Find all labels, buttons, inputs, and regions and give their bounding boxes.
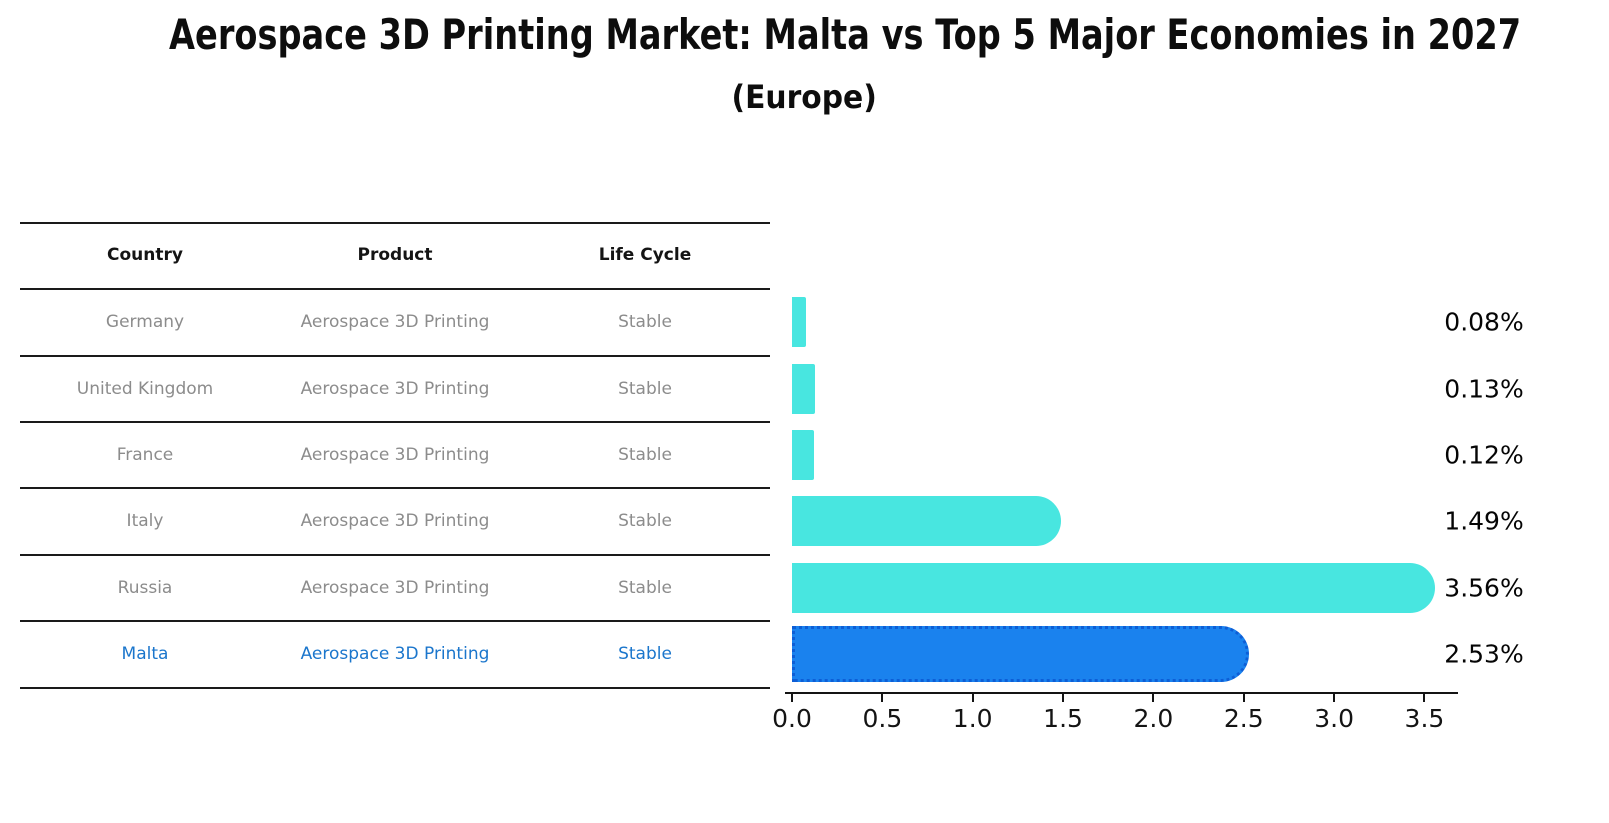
- bar-malta: [792, 626, 1249, 682]
- column-header-life-cycle: Life Cycle: [598, 245, 692, 265]
- x-axis-tick-label: 2.0: [1133, 704, 1174, 733]
- x-axis-tick-label: 0.5: [862, 704, 903, 733]
- cell-product: Aerospace 3D Printing: [300, 644, 490, 664]
- cell-life-cycle: Stable: [618, 644, 672, 664]
- cell-country: United Kingdom: [76, 379, 214, 399]
- x-axis-tick-label: 3.5: [1404, 704, 1445, 733]
- table-rule: [20, 554, 770, 556]
- page-title: Aerospace 3D Printing Market: Malta vs T…: [0, 10, 1609, 59]
- value-label-italy: 1.49%: [1444, 506, 1524, 536]
- cell-life-cycle: Stable: [618, 312, 672, 332]
- x-axis-tick: [1062, 692, 1065, 702]
- value-label-russia: 3.56%: [1444, 573, 1524, 603]
- bar-france: [792, 430, 814, 480]
- page-title-text: Aerospace 3D Printing Market: Malta vs T…: [169, 10, 1522, 59]
- x-axis-tick-label: 0.0: [772, 704, 812, 733]
- cell-life-cycle: Stable: [618, 578, 672, 598]
- cell-product: Aerospace 3D Printing: [300, 312, 490, 332]
- bar-italy: [792, 496, 1061, 546]
- cell-country: Italy: [126, 511, 164, 531]
- cell-product: Aerospace 3D Printing: [300, 511, 490, 531]
- value-label-germany: 0.08%: [1444, 307, 1524, 337]
- value-label-france: 0.12%: [1444, 440, 1524, 470]
- page-subtitle: (Europe): [0, 78, 1609, 116]
- table-rule: [20, 487, 770, 489]
- x-axis-tick: [881, 692, 884, 702]
- table-rule: [20, 687, 770, 689]
- x-axis-tick-label: 3.0: [1314, 704, 1354, 733]
- x-axis-tick: [1333, 692, 1336, 702]
- cell-country: Russia: [117, 578, 173, 598]
- bar-united-kingdom: [792, 364, 815, 414]
- value-label-malta: 2.53%: [1444, 639, 1524, 669]
- table-rule: [20, 288, 770, 290]
- cell-product: Aerospace 3D Printing: [300, 379, 490, 399]
- page-subtitle-text: (Europe): [731, 78, 878, 116]
- column-header-country: Country: [107, 245, 183, 265]
- table-rule: [20, 355, 770, 357]
- cell-life-cycle: Stable: [618, 445, 672, 465]
- x-axis-line: [785, 692, 1458, 694]
- cell-country: Germany: [105, 312, 185, 332]
- x-axis-tick: [971, 692, 974, 702]
- cell-life-cycle: Stable: [618, 511, 672, 531]
- x-axis-tick: [1423, 692, 1426, 702]
- column-header-product: Product: [357, 245, 433, 265]
- bar-russia: [792, 563, 1435, 613]
- x-axis-tick-label: 1.0: [952, 704, 993, 733]
- value-label-united-kingdom: 0.13%: [1444, 374, 1524, 404]
- cell-life-cycle: Stable: [618, 379, 672, 399]
- x-axis-tick-label: 2.5: [1223, 704, 1264, 733]
- table-rule: [20, 620, 770, 622]
- cell-product: Aerospace 3D Printing: [300, 578, 490, 598]
- cell-country: Malta: [121, 644, 169, 664]
- x-axis-tick-label: 1.5: [1043, 704, 1083, 733]
- cell-country: France: [116, 445, 174, 465]
- table-rule: [20, 222, 770, 224]
- x-axis-tick: [1242, 692, 1245, 702]
- x-axis-tick: [1152, 692, 1155, 702]
- bar-germany: [792, 297, 806, 347]
- x-axis-tick: [791, 692, 793, 702]
- table-rule: [20, 421, 770, 423]
- cell-product: Aerospace 3D Printing: [300, 445, 490, 465]
